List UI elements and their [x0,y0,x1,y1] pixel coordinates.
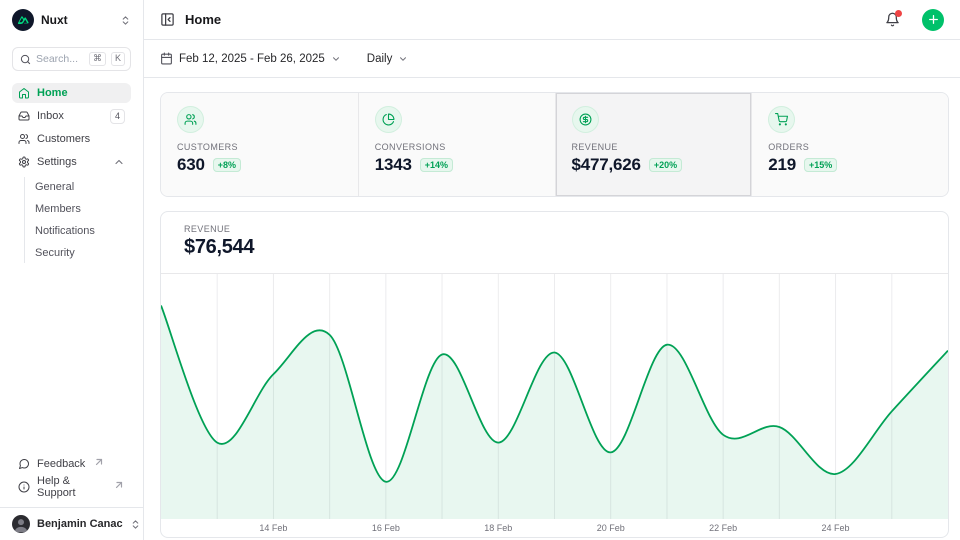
panel-left-close-icon [160,12,175,27]
settings-submenu: General Members Notifications Security [24,177,131,263]
chart-header: REVENUE $76,544 [161,212,948,274]
calendar-icon [160,52,173,65]
page-title: Home [185,12,875,27]
search-placeholder: Search... [36,53,84,65]
main-area: Home Feb 12, 2025 - Feb 26, 2025 Daily C… [144,0,960,540]
chevron-up-icon [113,156,125,168]
stat-label: REVENUE [572,142,736,152]
x-tick: 24 Feb [822,523,850,533]
home-icon [18,87,30,99]
stat-value: 1343 [375,155,412,175]
inbox-count-badge: 4 [110,109,125,124]
stat-label: CUSTOMERS [177,142,342,152]
search-input[interactable]: Search... ⌘ K [12,47,131,71]
sidebar-item-inbox[interactable]: Inbox 4 [12,106,131,126]
stat-card-revenue[interactable]: REVENUE $477,626 +20% [555,93,752,196]
stat-delta-badge: +8% [213,158,241,172]
kbd-k: K [111,52,125,66]
period-label: Daily [367,53,393,65]
stat-label: ORDERS [768,142,932,152]
notification-dot [895,10,902,17]
date-range-label: Feb 12, 2025 - Feb 26, 2025 [179,53,325,65]
feedback-link[interactable]: Feedback [12,454,131,474]
sidebar-item-home[interactable]: Home [12,83,131,103]
date-range-picker[interactable]: Feb 12, 2025 - Feb 26, 2025 [160,52,341,65]
sidebar: Nuxt Search... ⌘ K Home Inbox 4 Cust [0,0,144,540]
revenue-chart [161,274,948,519]
chart-total: $76,544 [184,236,925,259]
filter-bar: Feb 12, 2025 - Feb 26, 2025 Daily [144,40,960,78]
sidebar-item-general[interactable]: General [29,177,131,197]
add-button[interactable] [922,9,944,31]
x-tick: 20 Feb [597,523,625,533]
x-tick: 14 Feb [259,523,287,533]
sidebar-item-notifications[interactable]: Notifications [29,221,131,241]
sidebar-nav: Home Inbox 4 Customers Settings General [12,83,131,263]
inbox-icon [18,110,30,122]
sidebar-item-settings[interactable]: Settings [12,152,131,172]
plus-icon [927,13,940,26]
dashboard-content: CUSTOMERS 630 +8% CONVERSIONS 1343 +14% [144,78,960,540]
user-menu[interactable]: Benjamin Canac [0,507,143,540]
x-tick: 16 Feb [372,523,400,533]
external-link-icon [93,456,105,468]
topbar: Home [144,0,960,40]
kbd-cmd: ⌘ [89,52,106,66]
sidebar-item-security[interactable]: Security [29,243,131,263]
chevrons-up-down-icon [120,15,131,26]
stat-card-conversions[interactable]: CONVERSIONS 1343 +14% [358,93,555,196]
notifications-button[interactable] [885,12,900,27]
stat-delta-badge: +14% [420,158,453,172]
help-support-link[interactable]: Help & Support [12,477,131,497]
chevron-down-icon [398,54,408,64]
chart-x-axis: 14 Feb 16 Feb 18 Feb 20 Feb 22 Feb 24 Fe… [161,519,948,538]
chart-plot-area[interactable] [161,274,948,519]
chevrons-up-down-icon [130,519,141,530]
team-name: Nuxt [41,13,113,27]
chart-label: REVENUE [184,224,925,234]
stat-delta-badge: +20% [649,158,682,172]
user-name: Benjamin Canac [37,518,123,530]
period-select[interactable]: Daily [367,53,409,65]
stat-value: 630 [177,155,205,175]
info-icon [18,481,30,493]
sidebar-item-customers[interactable]: Customers [12,129,131,149]
gear-icon [18,156,30,168]
chevron-down-icon [331,54,341,64]
pie-chart-icon [375,106,402,133]
team-switcher[interactable]: Nuxt [12,8,131,32]
external-link-icon [113,479,125,491]
x-tick: 18 Feb [484,523,512,533]
circle-dollar-icon [572,106,599,133]
shopping-cart-icon [768,106,795,133]
revenue-chart-panel: REVENUE $76,544 14 Feb 16 Feb 18 Feb 20 … [160,211,949,538]
stat-value: 219 [768,155,796,175]
stat-label: CONVERSIONS [375,142,539,152]
avatar [12,515,30,533]
sidebar-footer: Feedback Help & Support [12,454,131,497]
stat-value: $477,626 [572,155,641,175]
stat-card-customers[interactable]: CUSTOMERS 630 +8% [161,93,358,196]
message-bubble-icon [18,458,30,470]
sidebar-item-members[interactable]: Members [29,199,131,219]
stats-panel: CUSTOMERS 630 +8% CONVERSIONS 1343 +14% [160,92,949,197]
sidebar-collapse-button[interactable] [160,12,175,27]
users-icon [18,133,30,145]
x-tick: 22 Feb [709,523,737,533]
users-icon [177,106,204,133]
stat-card-orders[interactable]: ORDERS 219 +15% [751,93,948,196]
nuxt-logo-icon [12,9,34,31]
stat-delta-badge: +15% [804,158,837,172]
search-icon [20,54,31,65]
